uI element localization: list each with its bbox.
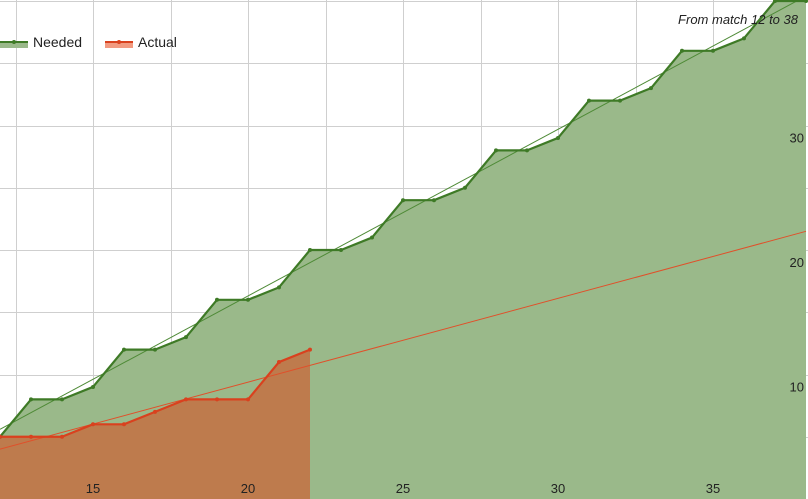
point-needed: [122, 347, 126, 352]
y-tick-label: 20: [790, 255, 804, 270]
point-needed: [711, 48, 715, 53]
legend-label-actual: Actual: [138, 34, 177, 50]
trendline-needed: [0, 0, 800, 430]
point-needed: [618, 98, 622, 103]
point-needed: [742, 36, 746, 41]
point-needed: [525, 148, 529, 153]
point-needed: [277, 285, 281, 290]
x-axis-ticks: 15 20 25 30 35: [86, 481, 720, 496]
y-tick-label: 10: [790, 380, 804, 395]
legend-swatch-actual: [105, 42, 133, 48]
point-needed: [432, 198, 436, 203]
x-tick-label: 15: [86, 481, 100, 496]
trendlines: [0, 0, 807, 450]
legend-marker-actual: [117, 40, 121, 44]
legend-label-needed: Needed: [33, 34, 82, 50]
point-needed: [556, 135, 560, 140]
point-actual: [215, 397, 219, 402]
point-actual: [308, 347, 312, 352]
point-needed: [184, 335, 188, 340]
series-points: [0, 0, 808, 439]
point-needed: [401, 198, 405, 203]
x-tick-label: 30: [551, 481, 565, 496]
trendline-actual: [0, 230, 807, 450]
point-needed: [215, 297, 219, 302]
point-actual: [246, 397, 250, 402]
point-needed: [60, 397, 64, 402]
point-actual: [60, 434, 64, 439]
point-actual: [184, 397, 188, 402]
chart-subtitle: From match 12 to 38: [678, 12, 799, 27]
x-tick-label: 35: [706, 481, 720, 496]
x-tick-label: 20: [241, 481, 255, 496]
point-needed: [649, 86, 653, 91]
point-needed: [463, 185, 467, 190]
legend-marker-needed: [12, 40, 16, 44]
point-needed: [153, 347, 157, 352]
point-actual: [153, 409, 157, 414]
point-actual: [29, 434, 33, 439]
point-needed: [308, 248, 312, 252]
point-needed: [680, 48, 684, 53]
y-tick-label: 30: [790, 131, 804, 146]
point-needed: [370, 235, 374, 240]
point-needed: [91, 384, 95, 389]
point-needed: [773, 0, 777, 3]
point-needed: [587, 98, 591, 103]
point-needed: [29, 397, 33, 402]
point-needed: [246, 297, 250, 302]
point-needed: [804, 0, 808, 3]
x-tick-label: 25: [396, 481, 410, 496]
point-needed: [339, 248, 343, 252]
legend: Needed Actual: [0, 34, 177, 50]
y-axis-ticks: 10 20 30: [790, 131, 804, 395]
point-actual: [122, 422, 126, 427]
point-needed: [494, 148, 498, 153]
point-actual: [277, 360, 281, 365]
point-actual: [91, 422, 95, 427]
area-actual: [0, 349, 310, 499]
point-actual: [0, 434, 2, 439]
legend-swatch-needed: [0, 42, 28, 48]
